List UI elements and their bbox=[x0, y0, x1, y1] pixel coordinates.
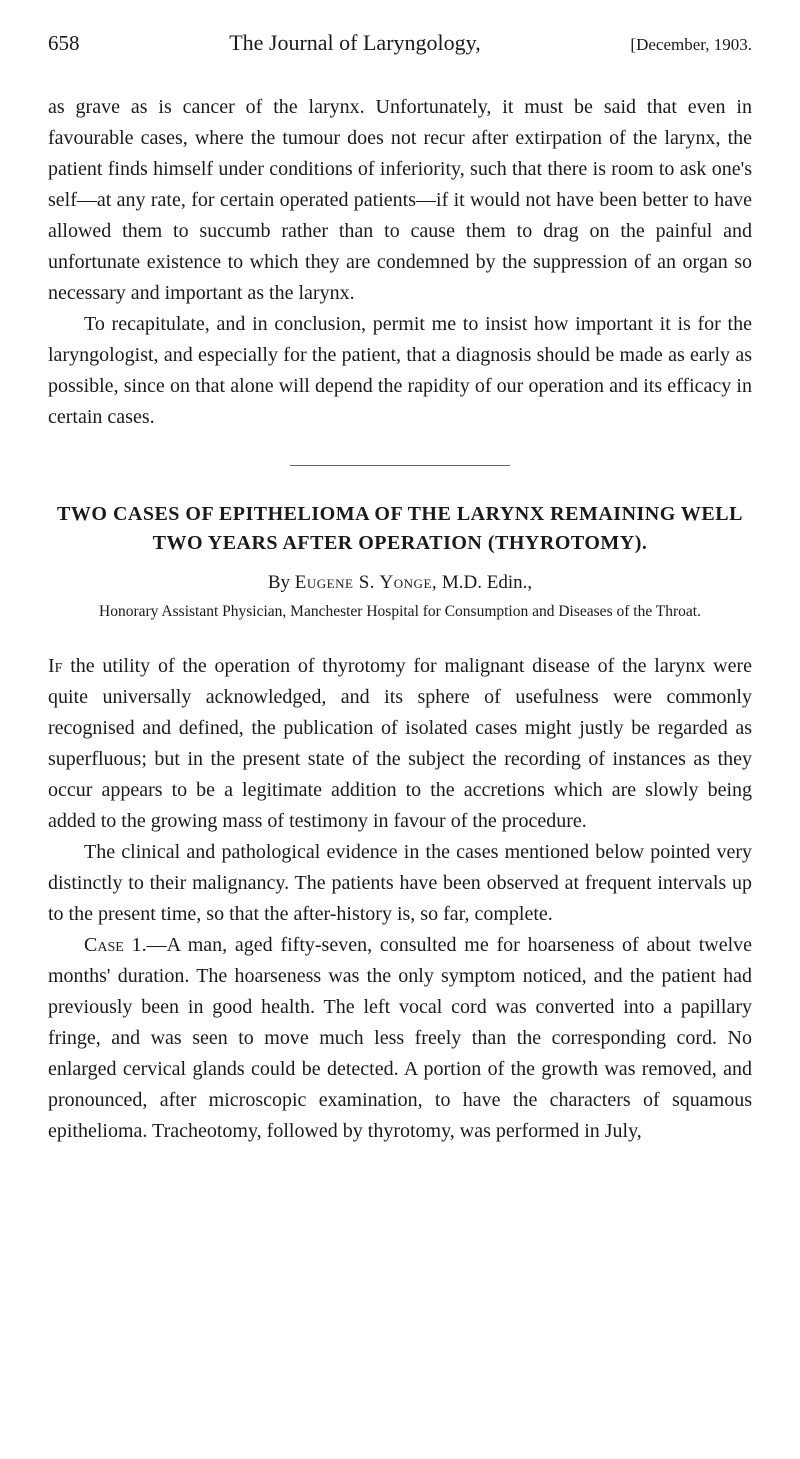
continuation-paragraph-2: To recapitulate, and in conclusion, perm… bbox=[48, 309, 752, 433]
page-number: 658 bbox=[48, 31, 80, 56]
article-paragraph-3: Case 1.—A man, aged fifty-seven, consult… bbox=[48, 930, 752, 1147]
article-paragraph-1: If the utility of the operation of thyro… bbox=[48, 651, 752, 837]
running-header: 658 The Journal of Laryngology, [Decembe… bbox=[48, 30, 752, 56]
author-affiliation: Honorary Assistant Physician, Manchester… bbox=[48, 602, 752, 623]
journal-title: The Journal of Laryngology, bbox=[80, 30, 631, 56]
journal-page: 658 The Journal of Laryngology, [Decembe… bbox=[0, 0, 800, 1187]
drop-lead-word: If bbox=[48, 655, 62, 677]
article-paragraph-2: The clinical and pathological evidence i… bbox=[48, 837, 752, 930]
issue-date: [December, 1903. bbox=[630, 35, 752, 55]
para1-rest: the utility of the operation of thyrotom… bbox=[48, 655, 752, 832]
continuation-paragraph-1: as grave as is cancer of the larynx. Unf… bbox=[48, 92, 752, 309]
author-credentials: M.D. Edin., bbox=[437, 572, 532, 593]
section-divider bbox=[290, 465, 510, 466]
article-title: TWO CASES OF EPITHELIOMA OF THE LARYNX R… bbox=[48, 500, 752, 558]
para3-rest: —A man, aged fifty-seven, consulted me f… bbox=[48, 934, 752, 1142]
byline-prefix: By bbox=[268, 572, 295, 593]
case-label: Case 1. bbox=[84, 934, 147, 956]
article-byline: By Eugene S. Yonge, M.D. Edin., bbox=[48, 572, 752, 594]
author-name: Eugene S. Yonge, bbox=[295, 572, 437, 593]
